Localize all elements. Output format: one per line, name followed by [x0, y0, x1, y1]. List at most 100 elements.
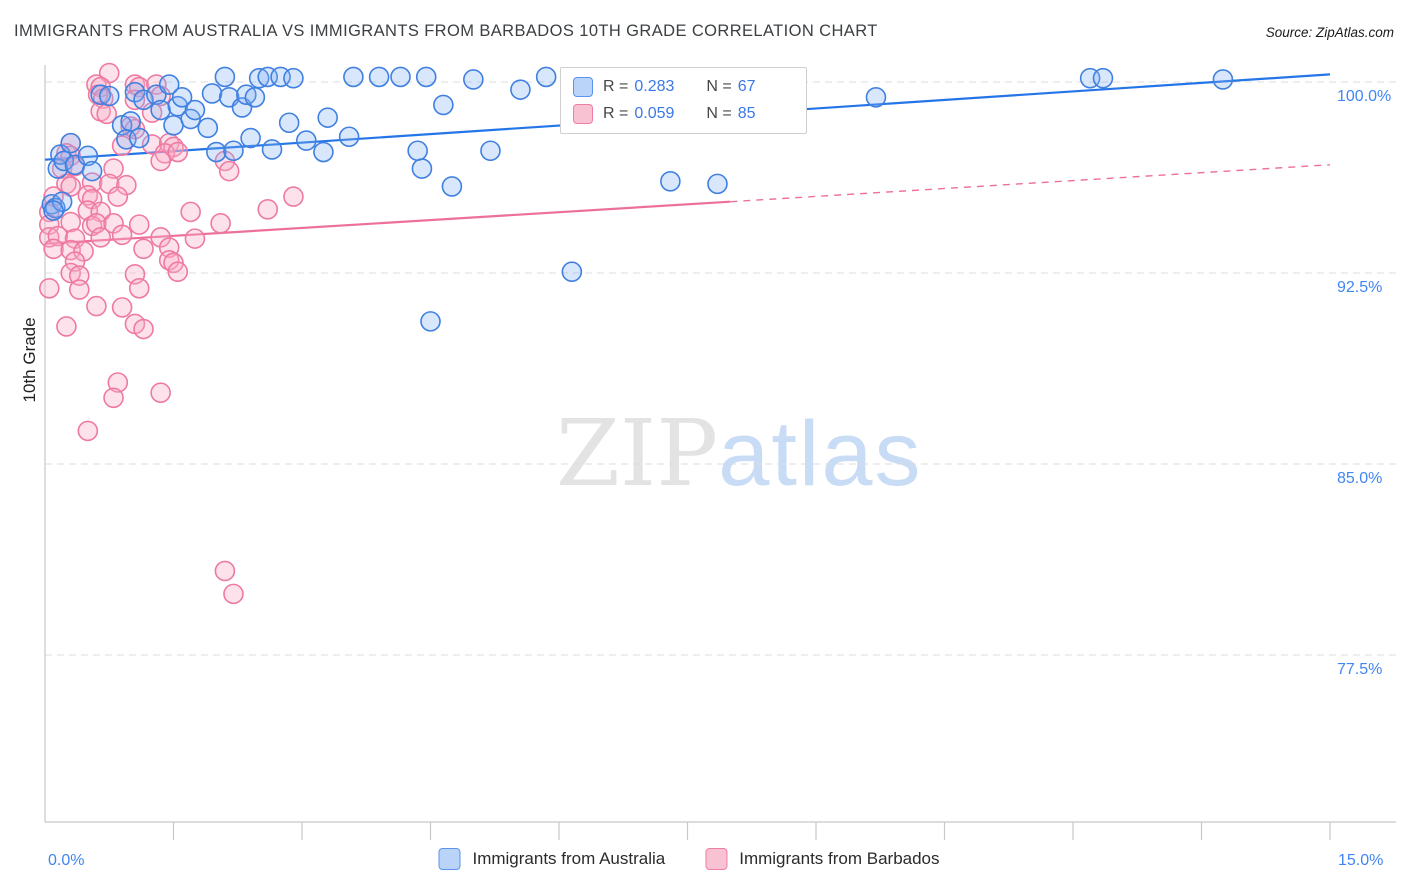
scatter-point — [90, 227, 111, 248]
scatter-point — [244, 86, 266, 108]
scatter-point — [223, 583, 244, 605]
australia-legend-label: Immigrants from Australia — [472, 849, 666, 868]
scatter-point — [343, 66, 364, 88]
australia-n-value: 67 — [737, 78, 756, 95]
australia-r-value: 0.283 — [634, 78, 675, 95]
scatter-point — [60, 176, 81, 197]
scatter-point — [407, 140, 428, 162]
scatter-point — [338, 126, 360, 148]
scatter-point — [463, 69, 484, 90]
barbados-stats-row: R = 0.059 N = 85 — [573, 104, 790, 124]
scatter-point — [111, 297, 133, 318]
scatter-point — [86, 295, 107, 317]
scatter-point — [295, 130, 317, 151]
scatter-point — [128, 277, 150, 299]
scatter-point — [368, 66, 390, 88]
scatter-point — [150, 382, 171, 403]
x-axis-max-label: 15.0% — [1338, 852, 1384, 869]
scatter-point — [317, 107, 339, 128]
scatter-point — [660, 171, 681, 192]
scatter-point — [184, 99, 206, 121]
scatter-point — [77, 145, 99, 167]
scatter-point — [47, 225, 69, 247]
scatter-point — [223, 140, 244, 162]
scatter-point — [68, 265, 90, 286]
scatter-point — [167, 261, 189, 283]
scatter-point — [218, 160, 240, 182]
barbados-swatch — [573, 104, 593, 124]
watermark-atlas: atlas — [718, 403, 923, 505]
australia-n-label: N = — [706, 78, 732, 95]
scatter-point — [133, 318, 154, 340]
scatter-point — [248, 67, 270, 89]
scatter-point — [1212, 69, 1234, 90]
trend-line — [44, 200, 731, 245]
scatter-point — [214, 560, 236, 582]
scatter-point — [68, 279, 90, 300]
scatter-point — [107, 372, 129, 393]
correlation-legend-box: R = 0.283 N = 67 R = 0.059 N = 85 — [560, 67, 807, 134]
watermark: ZIPatlas — [556, 408, 923, 501]
scatter-point — [77, 420, 99, 442]
australia-r-label: R = — [603, 78, 629, 95]
scatter-point — [411, 158, 433, 179]
y-tick-label: 85.0% — [1337, 470, 1383, 487]
scatter-point — [150, 150, 171, 172]
scatter-point — [561, 261, 583, 283]
scatter-point — [103, 158, 124, 179]
barbados-n-label: N = — [706, 105, 732, 122]
scatter-point — [128, 214, 150, 235]
scatter-point — [240, 127, 261, 149]
scatter-point — [535, 66, 557, 88]
scatter-point — [283, 186, 304, 207]
australia-legend-swatch — [438, 848, 461, 870]
australia-swatch — [573, 77, 593, 97]
source-label: Source: ZipAtlas.com — [1265, 25, 1394, 40]
chart-title: IMMIGRANTS FROM AUSTRALIA VS IMMIGRANTS … — [14, 22, 878, 40]
barbados-r-label: R = — [603, 105, 629, 122]
barbados-legend-label: Immigrants from Barbados — [739, 849, 940, 868]
scatter-point — [167, 141, 189, 163]
y-tick-label: 77.5% — [1337, 661, 1383, 678]
scatter-point — [150, 99, 171, 121]
scatter-point — [433, 94, 454, 116]
scatter-point — [38, 227, 60, 248]
x-axis-min-label: 0.0% — [48, 852, 85, 869]
scatter-point — [865, 86, 887, 108]
scatter-point — [133, 89, 154, 111]
scatter-point — [81, 160, 103, 182]
barbados-n-value: 85 — [737, 105, 756, 122]
scatter-point — [184, 228, 206, 249]
scatter-point — [707, 173, 728, 195]
scatter-point — [120, 111, 141, 132]
scatter-point — [214, 66, 236, 88]
scatter-point — [441, 176, 463, 197]
scatter-point — [420, 311, 441, 332]
scatter-point — [180, 201, 201, 223]
barbados-r-value: 0.059 — [634, 105, 675, 122]
scatter-point — [103, 387, 124, 409]
scatter-point — [124, 89, 146, 111]
scatter-point — [390, 66, 411, 88]
scatter-point — [98, 85, 120, 107]
scatter-point — [53, 150, 75, 172]
scatter-point — [210, 213, 231, 234]
scatter-point — [197, 117, 219, 139]
scatter-point — [480, 140, 501, 162]
scatter-point — [278, 112, 300, 134]
scatter-point — [201, 83, 223, 104]
scatter-point — [510, 79, 531, 100]
scatter-point — [1092, 67, 1114, 89]
barbados-legend-swatch — [705, 848, 728, 870]
scatter-point — [60, 132, 81, 154]
scatter-point — [313, 141, 334, 163]
scatter-point — [171, 86, 193, 108]
trend-line-extrapolated — [730, 164, 1331, 203]
scatter-point — [261, 139, 283, 160]
scatter-point — [415, 66, 437, 88]
scatter-point — [96, 103, 117, 125]
scatter-point — [38, 277, 60, 299]
scatter-point — [111, 224, 133, 246]
